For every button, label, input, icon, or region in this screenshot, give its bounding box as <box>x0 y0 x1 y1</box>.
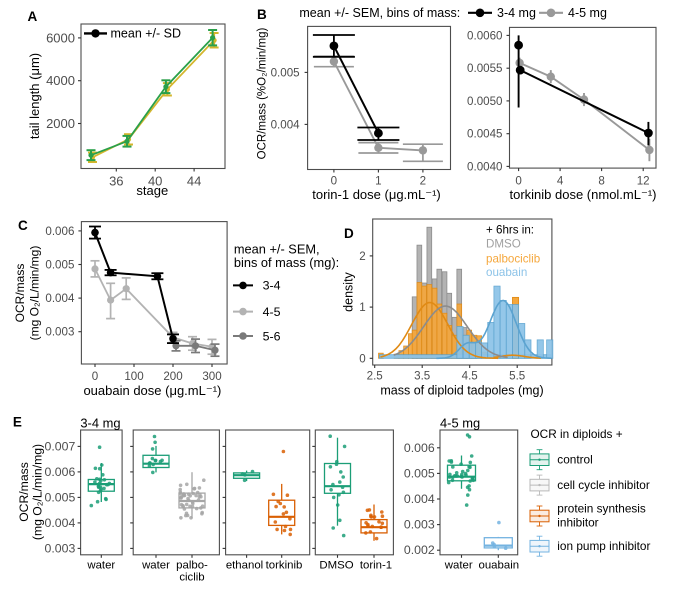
svg-text:4-5 mg: 4-5 mg <box>568 6 607 20</box>
svg-text:E: E <box>13 415 22 430</box>
svg-text:water: water <box>86 560 115 572</box>
svg-text:0.006: 0.006 <box>45 465 76 479</box>
svg-text:0.006: 0.006 <box>45 225 74 238</box>
svg-text:density: density <box>342 271 356 311</box>
svg-text:4-5 mg: 4-5 mg <box>440 416 480 431</box>
svg-text:(mg O₂/L/min/mg): (mg O₂/L/min/mg) <box>31 444 45 540</box>
svg-text:inhibitor: inhibitor <box>557 515 598 529</box>
svg-text:palbociclib: palbociclib <box>486 252 540 265</box>
svg-text:torkinib dose (nmol.mL⁻¹): torkinib dose (nmol.mL⁻¹) <box>509 187 656 202</box>
svg-text:bins of mass (mg):: bins of mass (mg): <box>234 255 339 270</box>
svg-text:0.005: 0.005 <box>271 66 300 79</box>
svg-text:ethanol: ethanol <box>226 560 263 572</box>
svg-text:6000: 6000 <box>46 30 75 45</box>
svg-text:control: control <box>557 453 592 467</box>
svg-text:0.0050: 0.0050 <box>467 95 502 108</box>
svg-text:2: 2 <box>420 174 426 187</box>
svg-text:stage: stage <box>136 183 168 198</box>
svg-text:0.0040: 0.0040 <box>467 160 502 173</box>
svg-text:2.5: 2.5 <box>367 370 383 383</box>
svg-text:0.004: 0.004 <box>271 118 301 131</box>
svg-text:mean +/- SD: mean +/- SD <box>111 27 182 41</box>
svg-text:A: A <box>28 9 38 24</box>
svg-text:0.005: 0.005 <box>45 259 74 272</box>
svg-text:0.0045: 0.0045 <box>467 128 502 141</box>
svg-text:ciclib: ciclib <box>179 572 204 584</box>
svg-text:0.0060: 0.0060 <box>467 29 502 42</box>
svg-text:water: water <box>141 560 170 572</box>
svg-text:4-5: 4-5 <box>263 305 281 319</box>
svg-text:0.003: 0.003 <box>404 518 435 532</box>
svg-text:torkinib: torkinib <box>266 560 303 572</box>
svg-text:C: C <box>18 218 28 233</box>
svg-text:0.004: 0.004 <box>404 492 435 506</box>
svg-text:200: 200 <box>163 370 182 383</box>
svg-text:DMSO: DMSO <box>486 237 521 250</box>
svg-text:0: 0 <box>92 370 98 383</box>
svg-text:2: 2 <box>359 250 365 263</box>
svg-text:3-4 mg: 3-4 mg <box>80 416 120 431</box>
svg-text:4.5: 4.5 <box>462 370 478 383</box>
svg-text:0.007: 0.007 <box>45 439 76 453</box>
svg-text:0.0055: 0.0055 <box>467 62 502 75</box>
svg-text:0: 0 <box>515 174 521 187</box>
svg-text:palbo-: palbo- <box>176 560 208 572</box>
svg-text:5.5: 5.5 <box>509 370 525 383</box>
svg-text:OCR/mass: OCR/mass <box>13 264 27 323</box>
svg-text:1: 1 <box>359 301 365 314</box>
svg-text:4: 4 <box>557 174 564 187</box>
svg-text:OCR/mass (%O₂/min/mg): OCR/mass (%O₂/min/mg) <box>257 28 269 160</box>
svg-text:0.004: 0.004 <box>45 516 76 530</box>
svg-text:2000: 2000 <box>46 116 75 131</box>
svg-text:0.004: 0.004 <box>45 292 75 305</box>
svg-text:torin-1 dose (μg.mL⁻¹): torin-1 dose (μg.mL⁻¹) <box>312 187 441 202</box>
svg-text:mean +/- SEM,: mean +/- SEM, <box>234 242 320 257</box>
svg-text:OCR/mass: OCR/mass <box>17 462 31 522</box>
svg-text:5-6: 5-6 <box>263 329 281 343</box>
svg-text:OCR in diploids +: OCR in diploids + <box>531 427 623 441</box>
svg-text:300: 300 <box>202 370 221 383</box>
svg-text:3.5: 3.5 <box>414 370 430 383</box>
svg-text:12: 12 <box>637 174 650 187</box>
svg-text:tail length (μm): tail length (μm) <box>27 53 42 139</box>
svg-text:mass of diploid tadpoles (mg): mass of diploid tadpoles (mg) <box>380 384 543 398</box>
svg-text:+ 6hrs in:: + 6hrs in: <box>486 224 534 237</box>
svg-text:protein synthesis: protein synthesis <box>557 501 646 515</box>
svg-text:B: B <box>257 7 267 22</box>
svg-text:3-4: 3-4 <box>263 279 281 293</box>
svg-text:ion pump inhibitor: ion pump inhibitor <box>557 539 650 553</box>
svg-text:0.003: 0.003 <box>45 326 74 339</box>
svg-text:36: 36 <box>109 174 123 189</box>
svg-text:ouabain dose (μg.mL⁻¹): ouabain dose (μg.mL⁻¹) <box>83 383 221 398</box>
svg-text:0.003: 0.003 <box>45 541 76 555</box>
svg-text:0.005: 0.005 <box>45 490 76 504</box>
svg-text:0: 0 <box>359 352 365 365</box>
svg-text:torin-1: torin-1 <box>360 560 392 572</box>
svg-text:0.002: 0.002 <box>404 543 435 557</box>
svg-text:(mg O₂/L/min/mg): (mg O₂/L/min/mg) <box>28 246 42 341</box>
svg-text:mean +/- SEM, bins of mass:: mean +/- SEM, bins of mass: <box>299 6 460 20</box>
svg-text:ouabain: ouabain <box>479 560 520 572</box>
svg-text:8: 8 <box>598 174 604 187</box>
svg-text:0.006: 0.006 <box>404 441 435 455</box>
svg-text:44: 44 <box>187 174 201 189</box>
svg-text:3-4 mg: 3-4 mg <box>497 6 536 20</box>
svg-text:water: water <box>444 560 473 572</box>
svg-text:cell cycle inhibitor: cell cycle inhibitor <box>557 478 650 492</box>
svg-text:40: 40 <box>148 174 162 189</box>
svg-text:100: 100 <box>124 370 143 383</box>
svg-text:0: 0 <box>331 174 337 187</box>
svg-text:ouabain: ouabain <box>486 266 527 279</box>
svg-text:DMSO: DMSO <box>319 560 353 572</box>
svg-text:4000: 4000 <box>46 73 75 88</box>
svg-text:0.005: 0.005 <box>404 466 435 480</box>
svg-text:D: D <box>344 226 354 241</box>
svg-text:1: 1 <box>375 174 381 187</box>
